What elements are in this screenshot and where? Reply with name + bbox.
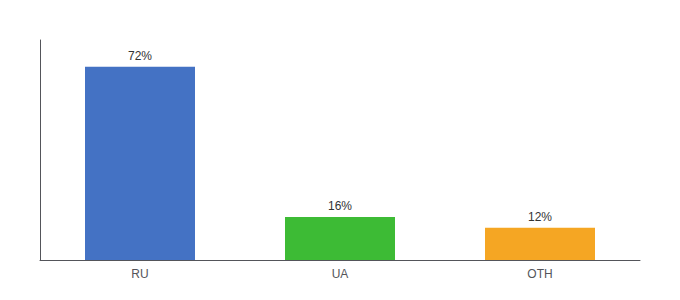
svg-text:16%: 16% <box>328 199 352 213</box>
svg-text:12%: 12% <box>528 210 552 224</box>
svg-text:RU: RU <box>131 267 148 281</box>
svg-text:OTH: OTH <box>527 267 552 281</box>
svg-text:72%: 72% <box>128 49 152 63</box>
svg-text:UA: UA <box>332 267 349 281</box>
